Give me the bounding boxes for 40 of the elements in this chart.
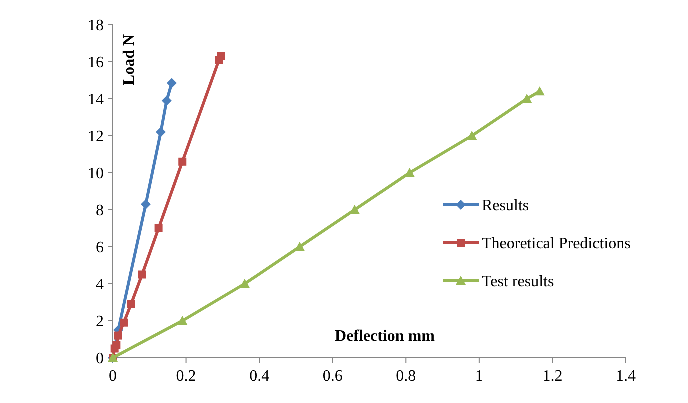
y-tick-label: 2 xyxy=(96,314,104,331)
point xyxy=(140,199,151,210)
legend-label: Results xyxy=(482,198,530,215)
x-axis-title: Deflection mm xyxy=(335,328,436,345)
point xyxy=(178,316,188,325)
x-tick-label: 0.8 xyxy=(396,368,416,385)
point xyxy=(534,86,545,96)
point xyxy=(467,131,478,140)
point xyxy=(112,341,121,350)
x-tick-label: 0.6 xyxy=(322,368,343,385)
x-tick-label: 0 xyxy=(109,368,117,385)
x-tick-label: 1 xyxy=(475,368,484,385)
x-tick-label: 1.4 xyxy=(616,368,636,385)
point xyxy=(120,318,128,327)
y-tick-label: 0 xyxy=(96,350,104,368)
y-axis-title: Load N xyxy=(121,34,138,86)
point xyxy=(522,94,532,103)
x-tick-label: 1.2 xyxy=(542,368,563,385)
point xyxy=(178,158,187,166)
legend-label: Test results xyxy=(482,274,554,291)
y-tick-label: 16 xyxy=(88,54,104,72)
point xyxy=(114,332,122,340)
point xyxy=(240,279,250,288)
point xyxy=(162,96,172,106)
y-tick-label: 10 xyxy=(88,166,104,183)
point xyxy=(166,78,177,88)
point xyxy=(156,127,166,138)
y-tick-label: 18 xyxy=(88,18,104,35)
y-tick-label: 12 xyxy=(88,128,104,146)
point xyxy=(138,270,146,279)
y-tick-label: 6 xyxy=(96,240,104,257)
point xyxy=(127,300,136,308)
x-tick-label: 0.2 xyxy=(176,368,196,385)
x-tick-label: 0.4 xyxy=(250,368,270,385)
y-tick-label: 8 xyxy=(96,202,104,220)
y-tick-label: 14 xyxy=(88,92,104,109)
y-tick-label: 4 xyxy=(96,276,104,294)
point xyxy=(154,224,163,232)
legend-label: Theoretical Predictions xyxy=(482,236,631,253)
point xyxy=(217,52,226,60)
